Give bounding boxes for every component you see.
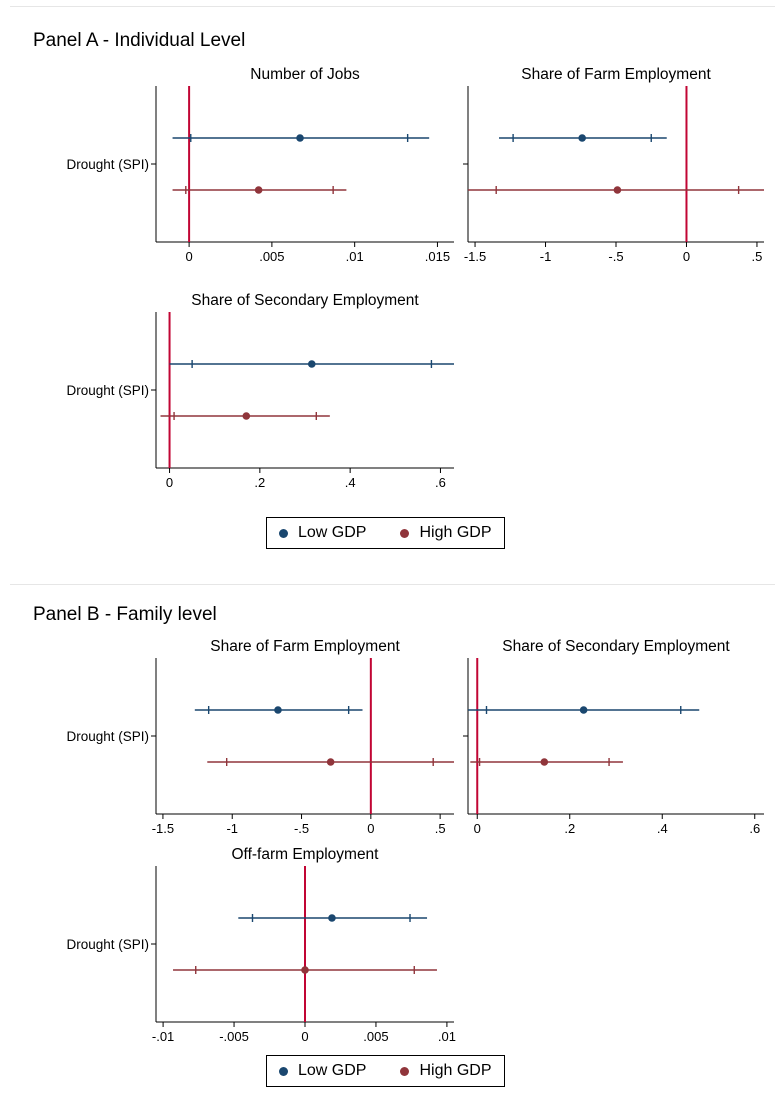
x-tick-label: .6 bbox=[749, 821, 760, 836]
chart-title: Number of Jobs bbox=[250, 66, 360, 83]
x-tick-label: .01 bbox=[438, 1029, 456, 1044]
x-tick-label: -.01 bbox=[152, 1029, 174, 1044]
x-tick-label: -1.5 bbox=[152, 821, 174, 836]
legend-label-high-gdp: High GDP bbox=[419, 1062, 492, 1079]
low-gdp-point-estimate bbox=[296, 134, 304, 142]
chart-title: Share of Farm Employment bbox=[521, 66, 711, 83]
high-gdp-point-estimate bbox=[242, 412, 251, 420]
high-gdp-point-estimate bbox=[326, 758, 335, 766]
x-tick-label: .005 bbox=[259, 249, 284, 264]
x-tick-label: .01 bbox=[346, 249, 364, 264]
panel-a-title: Panel A - Individual Level bbox=[33, 30, 246, 51]
high-gdp-marker-icon bbox=[400, 528, 410, 538]
chart-title: Share of Farm Employment bbox=[210, 638, 400, 655]
x-tick-label: 0 bbox=[301, 1029, 308, 1044]
legend-item-low-gdp: Low GDP bbox=[279, 524, 366, 542]
legend-item-high-gdp: High GDP bbox=[400, 524, 492, 542]
legend-panel-b: Low GDP High GDP bbox=[266, 1055, 505, 1087]
coefficient-plot-svg: Number of Jobs Drought (SPI) 0 .005 .01 .015 bbox=[66, 66, 454, 264]
high-gdp-point-estimate bbox=[613, 186, 622, 194]
y-category-label: Drought (SPI) bbox=[66, 157, 149, 172]
low-gdp-marker-icon bbox=[279, 1066, 288, 1076]
chart-title: Share of Secondary Employment bbox=[502, 638, 730, 655]
x-tick-label: -1 bbox=[226, 821, 238, 836]
panel-b-title: Panel B - Family level bbox=[33, 604, 217, 625]
y-category-label: Drought (SPI) bbox=[66, 937, 149, 952]
high-gdp-point-estimate bbox=[254, 186, 263, 194]
x-tick-label: 0 bbox=[474, 821, 481, 836]
chart-b-share-of-farm-employment: Share of Farm Employment Drought (SPI) -1.… bbox=[10, 634, 460, 854]
x-tick-label: 0 bbox=[166, 475, 173, 490]
x-tick-label: .5 bbox=[435, 821, 446, 836]
x-tick-label: .005 bbox=[363, 1029, 388, 1044]
chart-b-share-of-secondary-employment: Share of Secondary Employment 0 .2 .4 .6 bbox=[460, 634, 770, 854]
high-gdp-marker-icon bbox=[400, 1066, 410, 1076]
panel-b: Panel B - Family level Share of Farm Emp… bbox=[0, 580, 779, 1106]
low-gdp-marker-icon bbox=[279, 528, 288, 538]
high-gdp-point-estimate bbox=[301, 966, 309, 974]
x-tick-label: -.5 bbox=[608, 249, 623, 264]
chart-b-off-farm-employment: Off-farm Employment Drought (SPI) -.01 -.00… bbox=[10, 842, 460, 1062]
low-gdp-point-estimate bbox=[274, 706, 282, 714]
chart-a-share-of-secondary-employment: Share of Secondary Employment Drought (SP… bbox=[10, 288, 460, 508]
x-tick-label: .015 bbox=[425, 249, 450, 264]
x-tick-label: .4 bbox=[345, 475, 356, 490]
x-tick-label: 0 bbox=[185, 249, 192, 264]
x-tick-label: .4 bbox=[657, 821, 668, 836]
x-tick-label: .6 bbox=[435, 475, 446, 490]
legend-label-high-gdp: High GDP bbox=[419, 524, 492, 541]
x-tick-label: .2 bbox=[564, 821, 575, 836]
panel-b-top-divider bbox=[10, 584, 775, 585]
x-tick-label: -1.5 bbox=[464, 249, 486, 264]
coefficient-plot-svg: Off-farm Employment Drought (SPI) -.01 -.00… bbox=[66, 846, 456, 1044]
low-gdp-point-estimate bbox=[307, 360, 316, 368]
low-gdp-point-estimate bbox=[578, 134, 586, 142]
panel-a-top-divider bbox=[10, 6, 775, 7]
coefficient-plot-svg: Share of Farm Employment Drought (SPI) -1.… bbox=[66, 638, 454, 836]
y-category-label: Drought (SPI) bbox=[66, 383, 149, 398]
x-tick-label: 0 bbox=[367, 821, 374, 836]
chart-a-share-of-farm-employment: Share of Farm Employment -1.5 -1 -.5 0 .5 bbox=[460, 62, 770, 282]
legend-label-low-gdp: Low GDP bbox=[298, 524, 367, 541]
coefficient-plot-svg: Share of Secondary Employment Drought (SP… bbox=[66, 292, 454, 490]
y-category-label: Drought (SPI) bbox=[66, 729, 149, 744]
x-tick-label: -1 bbox=[540, 249, 552, 264]
chart-title: Share of Secondary Employment bbox=[191, 292, 419, 309]
x-tick-label: .5 bbox=[752, 249, 763, 264]
legend-panel-a: Low GDP High GDP bbox=[266, 517, 505, 549]
high-gdp-point-estimate bbox=[540, 758, 549, 766]
legend-item-low-gdp: Low GDP bbox=[279, 1062, 366, 1080]
x-tick-label: .2 bbox=[254, 475, 265, 490]
x-tick-label: -.005 bbox=[219, 1029, 249, 1044]
chart-a-number-of-jobs: Number of Jobs Drought (SPI) 0 .005 .01 .015 bbox=[10, 62, 460, 282]
low-gdp-point-estimate bbox=[579, 706, 588, 714]
legend-label-low-gdp: Low GDP bbox=[298, 1062, 367, 1079]
coefficient-plot-svg: Share of Farm Employment -1.5 -1 -.5 0 .5 bbox=[463, 66, 764, 264]
x-tick-label: 0 bbox=[683, 249, 690, 264]
coefficient-plot-svg: Share of Secondary Employment 0 .2 .4 .6 bbox=[463, 638, 764, 836]
panel-a: Panel A - Individual Level Number of Job… bbox=[10, 6, 775, 549]
x-tick-label: -.5 bbox=[294, 821, 309, 836]
chart-title: Off-farm Employment bbox=[231, 846, 379, 863]
legend-item-high-gdp: High GDP bbox=[400, 1062, 492, 1080]
low-gdp-point-estimate bbox=[328, 914, 336, 922]
